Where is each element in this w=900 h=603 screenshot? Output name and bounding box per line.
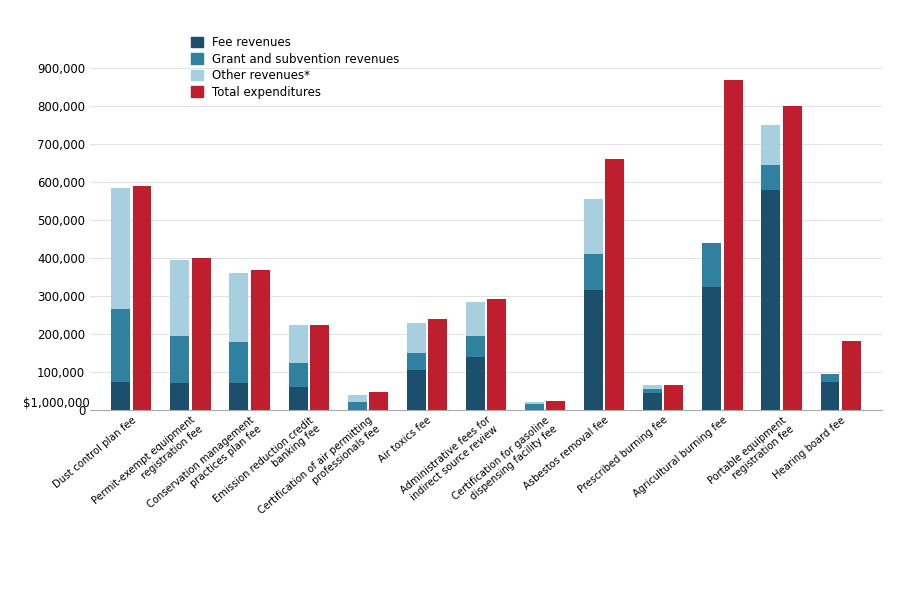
Bar [644, 393, 662, 410]
Bar [466, 357, 485, 410]
Bar [289, 362, 308, 387]
Bar [761, 125, 780, 165]
Bar [606, 159, 625, 410]
Bar [644, 385, 662, 389]
Bar [112, 382, 130, 410]
Bar [761, 190, 780, 410]
Bar [407, 370, 426, 410]
Bar [112, 309, 130, 382]
Bar [289, 324, 308, 362]
Bar [170, 336, 189, 384]
Bar [821, 374, 840, 382]
Bar [525, 402, 544, 405]
Bar [428, 319, 447, 410]
Bar [407, 323, 426, 353]
Bar [761, 165, 780, 190]
Bar [170, 260, 189, 336]
Bar [584, 254, 603, 291]
Bar [466, 336, 485, 357]
Bar [842, 341, 860, 410]
Bar [369, 392, 388, 410]
Bar [702, 286, 721, 410]
Legend: Fee revenues, Grant and subvention revenues, Other revenues*, Total expenditures: Fee revenues, Grant and subvention reven… [191, 36, 400, 99]
Bar [466, 302, 485, 336]
Text: $1,000,000: $1,000,000 [23, 397, 90, 410]
Bar [644, 389, 662, 393]
Bar [230, 342, 248, 384]
Bar [347, 395, 366, 402]
Bar [821, 382, 840, 410]
Bar [546, 400, 565, 410]
Bar [664, 385, 683, 410]
Bar [525, 405, 544, 410]
Bar [192, 258, 211, 410]
Bar [487, 298, 506, 410]
Bar [584, 199, 603, 254]
Bar [310, 324, 328, 410]
Bar [724, 80, 742, 410]
Bar [170, 384, 189, 410]
Bar [347, 402, 366, 410]
Bar [702, 243, 721, 286]
Bar [230, 273, 248, 342]
Bar [407, 353, 426, 370]
Bar [584, 291, 603, 410]
Bar [230, 384, 248, 410]
Bar [289, 387, 308, 410]
Bar [132, 186, 151, 410]
Bar [251, 270, 270, 410]
Bar [783, 106, 802, 410]
Bar [112, 188, 130, 309]
